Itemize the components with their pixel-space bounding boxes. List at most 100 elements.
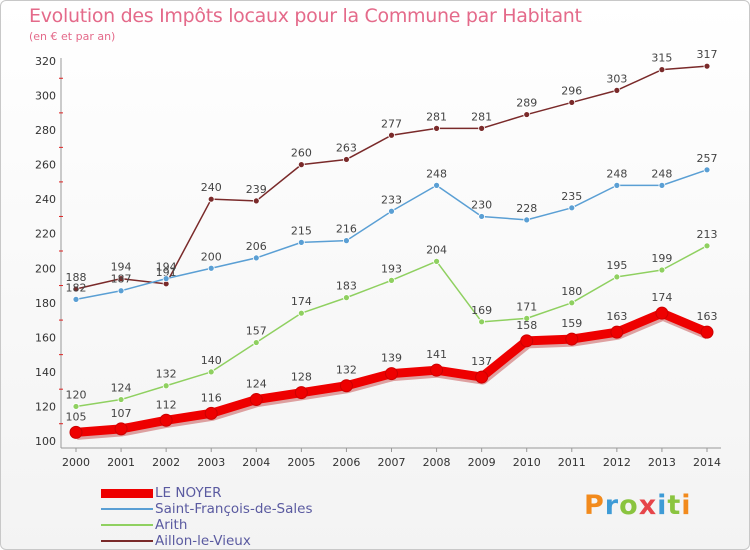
- x-tick-label: 2004: [242, 456, 270, 469]
- data-point: [249, 393, 263, 407]
- data-label: 116: [201, 391, 222, 404]
- data-label: 289: [516, 97, 537, 110]
- data-point: [658, 266, 666, 274]
- data-label: 228: [516, 202, 537, 215]
- data-label: 187: [111, 273, 132, 286]
- data-label: 248: [426, 167, 447, 180]
- data-point: [658, 181, 666, 189]
- y-tick-label: 220: [35, 228, 56, 241]
- data-label: 317: [697, 48, 718, 61]
- data-label: 260: [291, 147, 312, 160]
- data-label: 263: [336, 141, 357, 154]
- legend-swatch: [101, 540, 153, 542]
- y-tick-label: 160: [35, 331, 56, 344]
- data-label: 303: [606, 72, 627, 85]
- data-point: [388, 276, 395, 284]
- data-point: [703, 166, 711, 174]
- y-tick-label: 180: [35, 297, 56, 310]
- data-point: [114, 422, 128, 436]
- data-label: 257: [697, 152, 718, 165]
- data-point: [703, 242, 711, 250]
- legend-label: Aillon-le-Vieux: [155, 533, 251, 549]
- data-label: 180: [561, 285, 582, 298]
- x-tick-label: 2009: [468, 456, 496, 469]
- x-tick-label: 2000: [62, 456, 90, 469]
- data-point: [613, 181, 621, 189]
- data-label: 132: [336, 364, 357, 377]
- chart-title: Evolution des Impôts locaux pour la Comm…: [29, 5, 582, 27]
- data-label: 157: [246, 325, 267, 338]
- data-point: [72, 285, 80, 293]
- data-label: 174: [651, 291, 672, 304]
- data-point: [207, 195, 215, 203]
- data-label: 163: [697, 310, 718, 323]
- y-tick-label: 260: [35, 159, 56, 172]
- data-point: [343, 237, 350, 245]
- data-label: 183: [336, 280, 357, 293]
- y-tick-label: 100: [35, 435, 56, 448]
- x-tick-label: 2005: [287, 456, 315, 469]
- data-point: [655, 306, 669, 320]
- x-tick-label: 2003: [197, 456, 225, 469]
- data-point: [252, 339, 260, 346]
- data-point: [343, 294, 350, 302]
- data-point: [297, 238, 305, 246]
- legend-label: Arith: [155, 517, 188, 533]
- data-point: [297, 309, 305, 317]
- data-point: [700, 325, 714, 339]
- data-label: 139: [381, 352, 402, 365]
- data-label: 105: [66, 410, 87, 423]
- data-label: 200: [201, 250, 222, 263]
- data-point: [385, 367, 398, 381]
- y-tick-label: 200: [35, 262, 56, 275]
- data-point: [388, 131, 395, 139]
- data-point: [613, 273, 621, 281]
- data-label: 171: [516, 300, 537, 313]
- x-tick-label: 2001: [107, 456, 135, 469]
- y-tick-label: 120: [35, 400, 56, 413]
- data-point: [565, 332, 579, 346]
- data-point: [117, 287, 125, 295]
- data-label: 281: [471, 110, 492, 123]
- data-label: 194: [156, 261, 177, 274]
- data-label: 216: [336, 223, 357, 236]
- data-point: [162, 275, 170, 283]
- data-point: [523, 314, 531, 322]
- data-point: [72, 403, 80, 410]
- y-tick-label: 280: [35, 124, 56, 137]
- data-point: [388, 207, 395, 215]
- data-point: [159, 413, 173, 427]
- data-point: [478, 318, 486, 326]
- data-label: 158: [516, 319, 537, 332]
- legend-label: Saint-François-de-Sales: [155, 501, 313, 517]
- data-point: [294, 386, 308, 400]
- data-point: [117, 396, 125, 403]
- data-label: 235: [561, 190, 582, 203]
- data-label: 132: [156, 368, 177, 381]
- data-label: 182: [66, 281, 87, 294]
- data-point: [658, 66, 666, 74]
- data-label: 193: [381, 262, 402, 275]
- data-label: 112: [156, 398, 177, 411]
- chart-subtitle: (en € et par an): [29, 30, 116, 43]
- data-label: 233: [381, 193, 402, 206]
- legend-swatch: [101, 524, 153, 526]
- data-label: 188: [66, 271, 87, 284]
- data-label: 191: [156, 266, 177, 279]
- data-label: 204: [426, 243, 447, 256]
- x-tick-label: 2010: [513, 456, 541, 469]
- proxiti-logo: Proxiti: [584, 490, 692, 521]
- data-label: 239: [246, 183, 267, 196]
- data-point: [520, 334, 534, 348]
- data-label: 277: [381, 117, 402, 130]
- data-label: 141: [426, 348, 447, 361]
- legend-label: LE NOYER: [155, 485, 222, 501]
- x-tick-label: 2013: [648, 456, 676, 469]
- x-tick-label: 2008: [423, 456, 451, 469]
- data-label: 140: [201, 354, 222, 367]
- data-point: [162, 382, 170, 390]
- data-point: [252, 254, 260, 262]
- data-label: 124: [111, 382, 132, 395]
- line-chart: 100 120 140 160 180 200 220 240 260 280 300 320 2000…: [35, 48, 721, 469]
- data-point: [252, 197, 260, 205]
